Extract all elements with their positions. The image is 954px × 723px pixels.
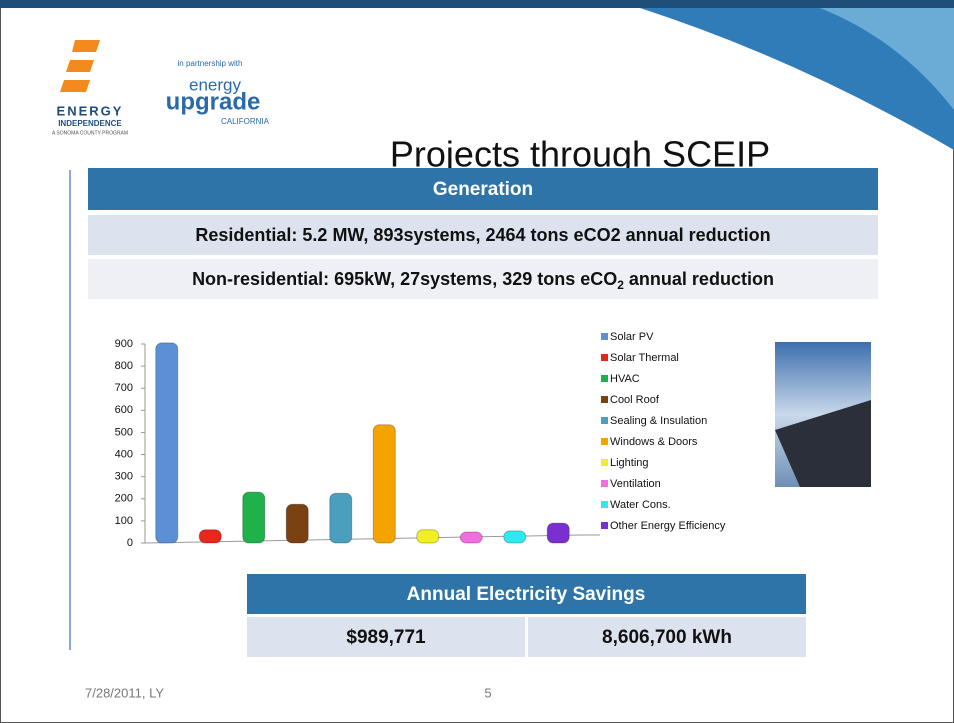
y-tick-label: 700: [115, 382, 133, 394]
legend-swatch: [601, 333, 608, 340]
legend-swatch: [601, 501, 608, 508]
bar: [547, 523, 569, 543]
logo-brand: ENERGY: [57, 103, 124, 118]
y-tick-label: 300: [115, 471, 133, 483]
logo-program: A SONOMA COUNTY PROGRAM: [52, 130, 128, 136]
legend-swatch: [601, 480, 608, 487]
text-part: Non-residential: 695kW, 27systems, 329 t…: [192, 269, 617, 289]
savings-header: Annual Electricity Savings: [407, 584, 646, 605]
slide-canvas: ENERGY INDEPENDENCE A SONOMA COUNTY PROG…: [0, 0, 954, 723]
generation-header: Generation: [433, 179, 533, 200]
slide: ENERGY INDEPENDENCE A SONOMA COUNTY PROG…: [0, 0, 954, 723]
bar: [504, 531, 526, 543]
savings-cell: $989,771: [346, 627, 426, 648]
savings-cell: 8,606,700 kWh: [602, 627, 732, 648]
legend-swatch: [601, 459, 608, 466]
legend-label: Windows & Doors: [610, 436, 698, 448]
bar: [156, 343, 178, 543]
y-tick-label: 100: [115, 515, 133, 527]
partner-main: upgrade: [166, 88, 261, 115]
top-band: [0, 0, 954, 8]
logo-sub: INDEPENDENCE: [58, 119, 122, 128]
bar: [243, 492, 265, 543]
legend-swatch: [601, 354, 608, 361]
legend-swatch: [601, 417, 608, 424]
y-tick-label: 200: [115, 493, 133, 505]
bar: [330, 493, 352, 543]
bar: [417, 530, 439, 543]
bar: [286, 504, 308, 543]
legend-label: Cool Roof: [610, 394, 660, 406]
partner-note: in partnership with: [178, 59, 243, 68]
y-tick-label: 900: [115, 338, 133, 350]
legend-swatch: [601, 438, 608, 445]
bar: [460, 532, 482, 543]
legend-label: Other Energy Efficiency: [610, 520, 726, 532]
bar: [373, 425, 395, 543]
legend-label: Sealing & Insulation: [610, 415, 707, 427]
y-tick-label: 0: [127, 537, 133, 549]
bar: [199, 530, 221, 543]
residential-row: Residential: 5.2 MW, 893systems, 2464 to…: [195, 225, 770, 245]
legend-label: Solar Thermal: [610, 352, 679, 364]
legend-label: HVAC: [610, 373, 640, 385]
legend-swatch: [601, 522, 608, 529]
footer-date: 7/28/2011, LY: [85, 685, 164, 700]
legend-label: Water Cons.: [610, 499, 671, 511]
text-part: annual reduction: [624, 269, 774, 289]
legend-label: Solar PV: [610, 331, 654, 343]
nonresidential-row: Non-residential: 695kW, 27systems, 329 t…: [192, 269, 774, 292]
y-tick-label: 800: [115, 360, 133, 372]
legend-swatch: [601, 375, 608, 382]
legend-swatch: [601, 396, 608, 403]
legend-label: Lighting: [610, 457, 649, 469]
footer-page: 5: [484, 685, 491, 700]
y-tick-label: 600: [115, 404, 133, 416]
legend-label: Ventilation: [610, 478, 661, 490]
partner-sub: CALIFORNIA: [221, 117, 270, 126]
y-tick-label: 400: [115, 448, 133, 460]
y-tick-label: 500: [115, 426, 133, 438]
